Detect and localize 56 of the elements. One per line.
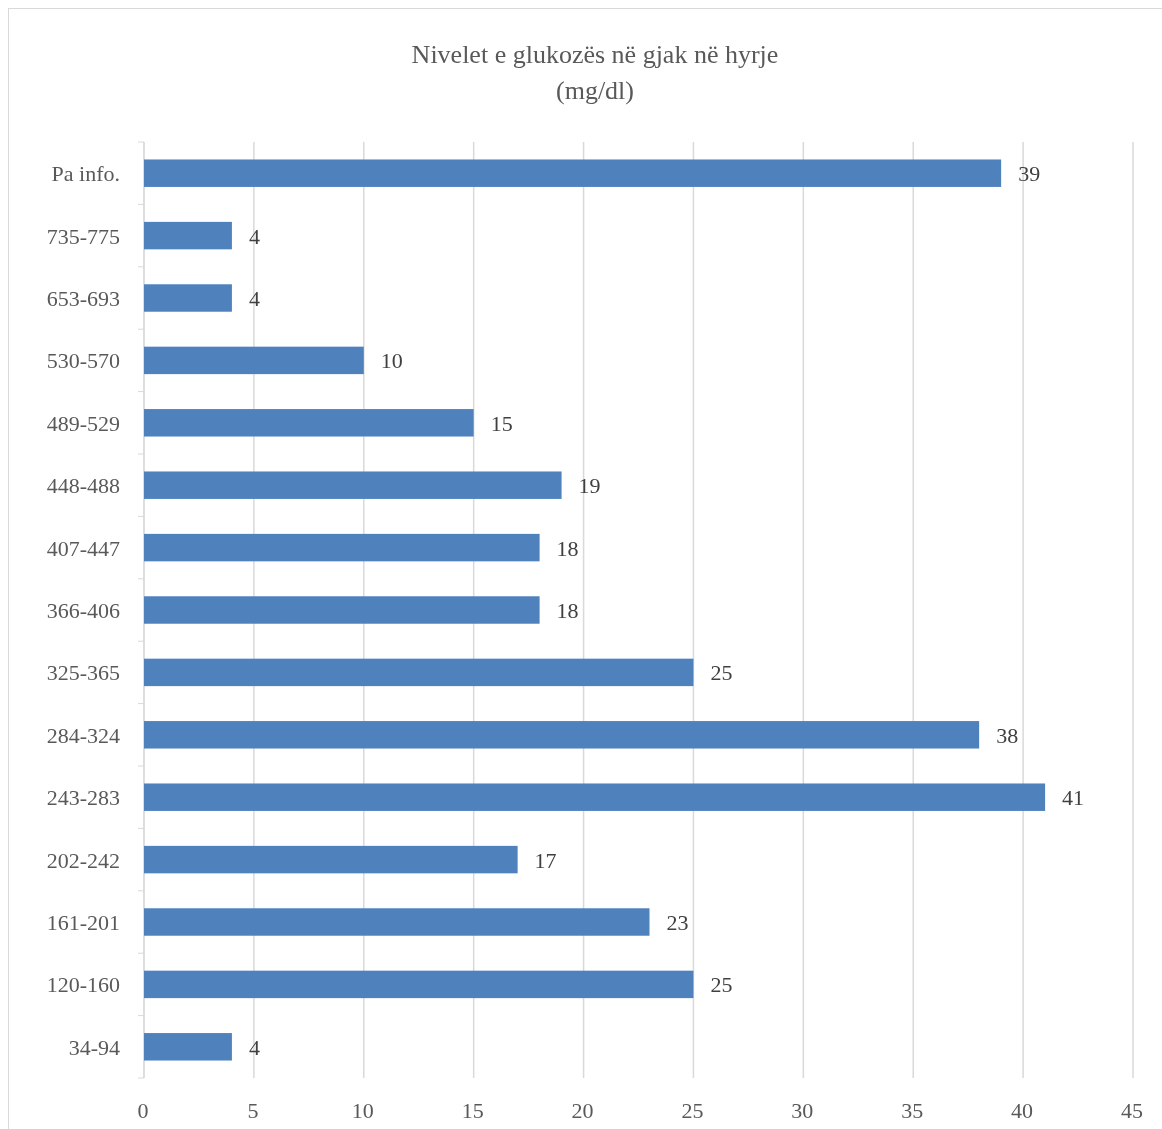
y-tick-label: Pa info. <box>51 161 120 187</box>
x-tick-label: 40 <box>1011 1098 1034 1123</box>
data-label: 38 <box>996 722 1019 748</box>
y-tick-label: 120-160 <box>46 972 120 998</box>
bar <box>144 533 540 562</box>
bar <box>144 346 364 375</box>
y-tick-label: 325-365 <box>46 660 120 686</box>
bar <box>144 284 232 312</box>
data-label: 39 <box>1018 161 1041 187</box>
bar <box>144 658 694 687</box>
bar <box>144 221 232 250</box>
y-tick-label: 489-529 <box>46 410 120 436</box>
bar <box>144 845 518 874</box>
bar <box>144 970 694 999</box>
bar <box>144 471 562 499</box>
y-tick-label: 735-775 <box>46 223 120 249</box>
y-tick-label: 653-693 <box>46 286 120 311</box>
y-tick-label: 202-242 <box>46 847 120 873</box>
x-tick-label: 20 <box>571 1098 594 1123</box>
bar <box>144 596 540 624</box>
x-tick-label: 15 <box>461 1098 484 1123</box>
y-tick-label: 448-488 <box>46 473 120 499</box>
y-tick-label: 34-94 <box>68 1034 120 1060</box>
bar <box>144 409 474 437</box>
data-label: 4 <box>248 223 260 249</box>
data-label: 23 <box>666 910 689 935</box>
y-tick-label: 284-324 <box>46 722 120 748</box>
data-label: 19 <box>578 473 601 499</box>
x-tick-label: 35 <box>901 1098 924 1123</box>
y-tick-label: 161-201 <box>46 910 120 935</box>
data-label: 4 <box>248 1034 260 1060</box>
x-tick-label: 10 <box>351 1098 374 1123</box>
data-label: 4 <box>248 286 260 311</box>
y-tick-label: 407-447 <box>46 535 120 561</box>
data-label: 10 <box>380 348 403 374</box>
y-tick-label: 243-283 <box>46 785 120 811</box>
data-label: 18 <box>556 535 579 561</box>
data-label: 25 <box>710 972 733 998</box>
bar <box>144 1033 232 1061</box>
data-label: 17 <box>534 847 557 873</box>
chart-title: Nivelet e glukozës në gjak në hyrje (mg/dl) <box>411 40 779 105</box>
x-tick-label: 45 <box>1121 1098 1143 1123</box>
x-tick-label: 25 <box>681 1098 704 1123</box>
x-tick-label: 0 <box>137 1098 149 1123</box>
bar <box>144 783 1046 811</box>
bar <box>144 908 650 936</box>
bar <box>144 159 1002 187</box>
x-tick-label: 30 <box>791 1098 814 1123</box>
x-tick-label: 5 <box>247 1098 259 1123</box>
data-label: 25 <box>710 660 733 686</box>
data-label: 18 <box>556 598 579 623</box>
y-tick-label: 530-570 <box>46 348 120 374</box>
data-label: 15 <box>490 410 513 436</box>
y-tick-label: 366-406 <box>46 598 120 623</box>
data-label: 41 <box>1062 785 1085 811</box>
bar <box>144 721 980 749</box>
